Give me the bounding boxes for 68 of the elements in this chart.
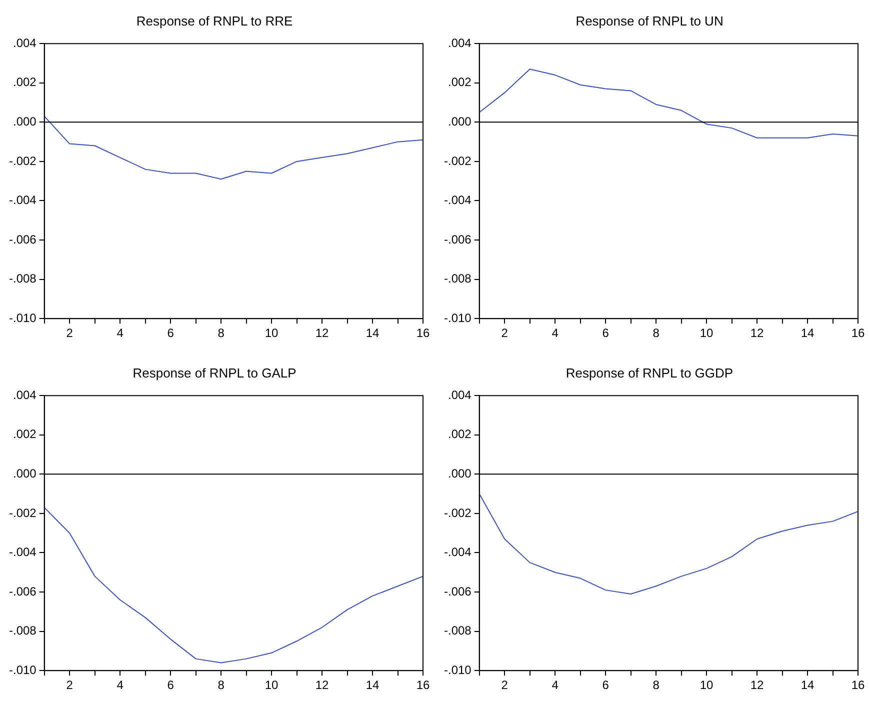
x-tick-label: 12 [750,326,764,340]
y-tick-label: -.002 [8,506,37,520]
y-tick-label: .004 [12,388,37,402]
y-tick-label: .002 [448,75,472,90]
x-tick-label: 16 [851,678,865,692]
x-tick-label: 6 [167,326,174,340]
x-tick-label: 14 [800,326,815,340]
x-tick-label: 12 [315,326,330,340]
x-tick-label: 8 [652,678,660,692]
y-tick-label: -.008 [444,272,472,286]
y-tick-label: .004 [448,388,472,402]
y-tick-label: -.008 [444,624,472,638]
x-tick-label: 4 [116,678,124,692]
y-tick-label: -.010 [8,310,37,325]
x-tick-label: 10 [264,326,279,340]
x-tick-label: 14 [366,678,380,692]
x-tick-label: 16 [851,326,865,340]
x-tick-label: 2 [501,326,508,340]
y-tick-label: -.008 [8,624,37,638]
y-tick-label: -.004 [444,545,472,560]
y-tick-label: -.004 [444,193,472,208]
x-tick-label: 10 [264,678,279,692]
y-tick-label: .002 [12,75,37,90]
x-tick-label: 16 [416,326,430,340]
y-tick-label: .000 [448,466,472,480]
x-tick-label: 12 [750,678,764,692]
y-tick-label: -.006 [444,232,472,246]
y-tick-label: -.006 [8,232,37,246]
y-tick-label: .002 [448,427,472,442]
x-tick-label: 4 [552,326,559,340]
x-tick-label: 16 [416,678,430,692]
x-tick-label: 8 [218,326,225,340]
x-tick-label: 14 [366,326,380,340]
y-tick-label: -.010 [444,310,472,325]
y-tick-label: .000 [448,114,472,128]
y-tick-label: -.002 [444,154,472,168]
x-tick-label: 8 [652,326,660,340]
y-tick-label: -.004 [8,545,37,560]
chart-title: Response of RNPL to UN [576,13,724,28]
x-tick-label: 8 [218,678,225,692]
y-tick-label: .002 [12,427,37,442]
x-tick-label: 10 [700,326,714,340]
chart-title: Response of RNPL to RRE [136,13,293,28]
chart-title: Response of RNPL to GGDP [566,365,734,380]
x-tick-label: 4 [552,678,559,692]
y-tick-label: .004 [12,36,37,50]
y-tick-label: .000 [12,114,37,128]
x-tick-label: 14 [800,678,815,692]
x-tick-label: 4 [116,326,124,340]
y-tick-label: -.008 [8,272,37,286]
y-tick-label: -.004 [8,193,37,208]
x-tick-label: 6 [602,326,610,340]
y-tick-label: .000 [12,466,37,480]
y-tick-label: -.010 [8,662,37,677]
y-tick-label: .004 [448,36,472,50]
x-tick-label: 2 [66,678,74,692]
y-tick-label: -.002 [8,154,37,168]
x-tick-label: 12 [315,678,330,692]
x-tick-label: 10 [700,678,714,692]
chart-title: Response of RNPL to GALP [132,365,296,380]
y-tick-label: -.010 [444,662,472,677]
x-tick-label: 2 [66,326,74,340]
x-tick-label: 2 [501,678,508,692]
y-tick-label: -.002 [444,506,472,520]
x-tick-label: 6 [167,678,174,692]
y-tick-label: -.006 [8,584,37,598]
y-tick-label: -.006 [444,584,472,598]
x-tick-label: 6 [602,678,610,692]
